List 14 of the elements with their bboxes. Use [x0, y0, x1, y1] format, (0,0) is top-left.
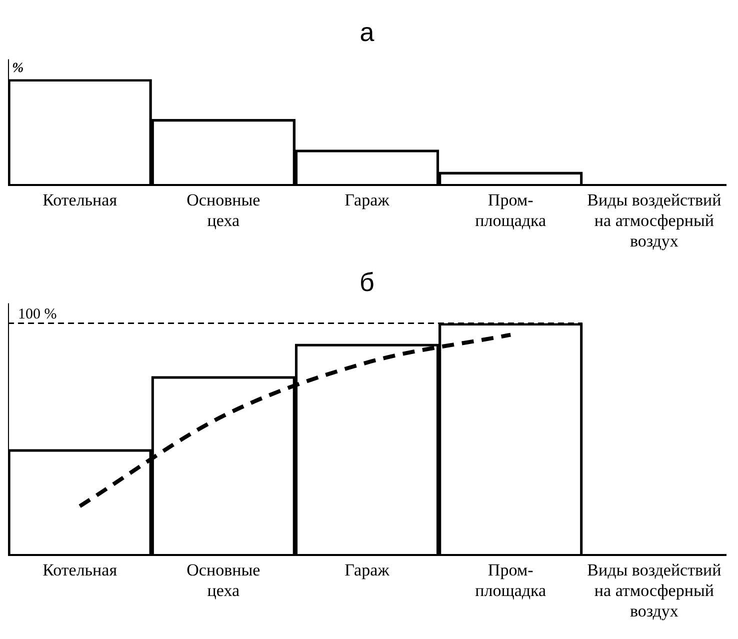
x-tick-label: Пром- площадка: [475, 560, 547, 600]
y-axis-title: %: [12, 60, 24, 76]
x-tick-label: Котельная: [42, 190, 118, 210]
x-tick-label: Пром- площадка: [475, 190, 547, 230]
x-tick-label: Виды воздействий на атмосферный воздух: [587, 560, 722, 620]
chart-title: б: [360, 266, 374, 297]
x-tick-label: Основные цеха: [186, 190, 260, 230]
x-tick-label: Гараж: [344, 560, 390, 580]
x-tick-label: Виды воздействий на атмосферный воздух: [587, 190, 722, 250]
x-tick-label: Котельная: [42, 560, 118, 580]
x-tick-label: Основные цеха: [186, 560, 260, 600]
chart-title: а: [360, 16, 375, 47]
x-tick-label: Гараж: [344, 190, 390, 210]
ref-line-label: 100 %: [18, 306, 57, 323]
